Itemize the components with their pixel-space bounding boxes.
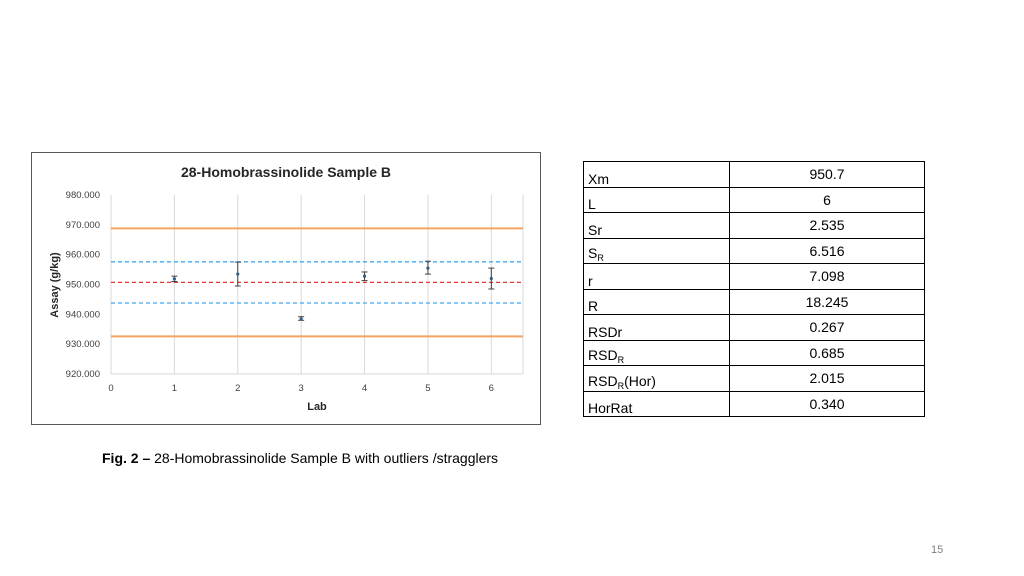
x-axis-label: Lab — [307, 401, 327, 413]
stats-row: HorRat 0.340 — [583, 390, 925, 417]
stats-label-text: Xm — [588, 170, 609, 187]
chart-svg: 920.000 930.000 940.000 950.000 960.000 970.0… — [49, 164, 524, 413]
chart-title: 28-Homobrassinolide Sample B — [181, 164, 391, 180]
stats-label-text: RSD — [588, 347, 618, 363]
stats-row: SR 6.516 — [583, 237, 925, 264]
y-tick-label: 940.000 — [66, 309, 100, 320]
stats-value: 6 — [729, 186, 925, 213]
stats-row: RSDR 0.685 — [583, 339, 925, 366]
stats-value: 950.7 — [729, 161, 925, 188]
stats-label-text: S — [588, 245, 598, 261]
stats-value: 0.267 — [729, 314, 925, 341]
x-tick-label: 3 — [299, 383, 304, 394]
y-tick-label: 960.000 — [66, 250, 100, 261]
data-point — [362, 274, 367, 278]
x-tick-label: 5 — [425, 383, 430, 394]
stats-label-subscript: R — [597, 253, 604, 263]
stats-value: 2.535 — [729, 212, 925, 239]
stats-label-subscript: R — [617, 380, 625, 391]
data-point — [172, 277, 176, 281]
stats-label-text: R — [588, 298, 599, 314]
x-tick-label: 1 — [172, 383, 177, 394]
y-axis-label: Assay (g/kg) — [49, 252, 61, 318]
stats-label: RSDR — [583, 339, 730, 366]
stats-label-text: Sr — [588, 221, 602, 238]
stats-label: RSDR(Hor) — [583, 365, 730, 392]
stats-label-text: RSDr — [588, 323, 623, 340]
x-tick-label: 0 — [108, 383, 113, 394]
data-point — [299, 317, 303, 321]
chart-container: 920.000 930.000 940.000 950.000 960.000 970.0… — [31, 152, 541, 425]
stats-label: RSDr — [583, 314, 730, 341]
stats-label: SR — [583, 237, 730, 264]
stats-label-text: r — [588, 272, 593, 289]
figure-caption: Fig. 2 – 28-Homobrassinolide Sample B wi… — [102, 450, 498, 466]
stats-label-suffix: (Hor) — [624, 372, 656, 389]
stats-row: R 18.245 — [583, 288, 925, 315]
stats-label: R — [583, 288, 730, 315]
data-point — [236, 272, 240, 276]
stats-label: Xm — [583, 161, 730, 188]
stats-value: 18.245 — [729, 288, 925, 315]
stats-label-subscript: R — [617, 355, 625, 365]
x-tick-label: 2 — [235, 383, 240, 394]
y-tick-label: 930.000 — [66, 339, 100, 350]
y-tick-label: 950.000 — [66, 280, 100, 291]
stats-row: RSDR(Hor) 2.015 — [583, 365, 925, 392]
stats-value: 0.340 — [729, 390, 925, 417]
caption-prefix: Fig. 2 – — [102, 450, 151, 466]
stats-label: HorRat — [583, 390, 730, 417]
x-tick-label: 4 — [362, 383, 367, 394]
stats-label-text: L — [588, 196, 596, 212]
stats-label: Sr — [583, 212, 730, 239]
statistics-table: Xm 950.7 L 6 Sr 2.535 SR 6.516 r 7.098 R 18.245 RSDr… — [583, 161, 925, 417]
data-point — [489, 276, 493, 281]
stats-row: Sr 2.535 — [583, 212, 925, 239]
stats-row: RSDr 0.267 — [583, 314, 925, 341]
stats-label: r — [583, 263, 730, 290]
y-tick-label: 920.000 — [66, 369, 100, 380]
stats-label-text: HorRat — [588, 400, 633, 416]
stats-value: 7.098 — [729, 263, 925, 290]
data-point — [426, 266, 430, 270]
y-tick-label: 980.000 — [66, 190, 100, 201]
page-number: 15 — [931, 544, 944, 556]
y-tick-label: 970.000 — [66, 220, 100, 231]
stats-value: 2.015 — [729, 365, 925, 392]
stats-label: L — [583, 186, 730, 213]
stats-value: 6.516 — [729, 237, 925, 264]
caption-text: 28-Homobrassinolide Sample B with outlie… — [150, 450, 499, 466]
stats-label-text: RSD — [588, 372, 618, 389]
stats-value: 0.685 — [729, 339, 925, 366]
stats-row: r 7.098 — [583, 263, 925, 290]
x-tick-label: 6 — [489, 383, 494, 394]
stats-row: Xm 950.7 — [583, 161, 925, 188]
